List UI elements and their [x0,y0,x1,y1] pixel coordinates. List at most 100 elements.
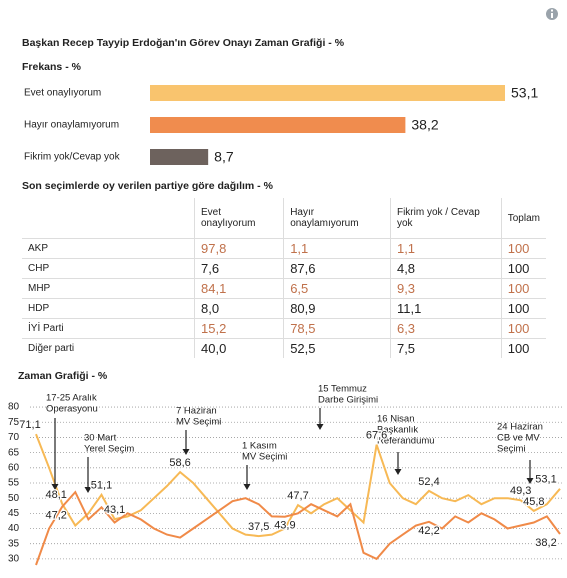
annotation-text: MV Seçimi [176,417,221,428]
y-tick-label: 60 [8,462,20,473]
annotation-arrowhead [394,469,402,475]
data-label: 37,5 [248,521,269,533]
annotation-text: MV Seçimi [242,452,287,463]
table-cell: 100 [500,298,546,319]
annotation-text: Başkanlık [377,425,418,436]
column-header: Evet onaylıyorum [193,198,284,239]
data-label: 47,7 [287,490,308,502]
page-title: Başkan Recep Tayyip Erdoğan'ın Görev Ona… [22,37,345,49]
y-tick-label: 55 [8,478,20,489]
table-title: Son seçimlerde oy verilen partiye göre d… [22,180,274,192]
header-row: Evet onaylıyorum Hayır onaylamıyorum Fikri… [22,198,546,239]
row-label: İYİ Parti [22,318,195,339]
data-label: 53,1 [535,474,556,486]
row-label: HDP [22,298,195,319]
corner-cell [22,198,195,239]
table-cell: 78,5 [283,318,391,339]
data-label: 51,1 [91,480,112,492]
series-line [35,490,561,566]
table-cell: 9,3 [389,278,502,299]
annotation-text: 17-25 Aralık [46,393,97,404]
row-label: Diğer parti [22,338,195,358]
table-row: CHP 7,6 87,6 4,8 100 [22,258,546,279]
data-label: 42,2 [418,525,439,537]
annotation-text: 30 Mart [84,433,117,444]
data-label: 45,8 [523,496,544,508]
data-label: 47,2 [45,510,66,522]
data-label: 49,3 [510,485,531,497]
table-cell: 80,9 [283,298,391,319]
table-cell: 15,2 [193,318,284,339]
data-label: 71,1 [19,419,40,431]
annotation-text: CB ve MV [497,433,540,444]
annotation-arrowhead [182,449,190,455]
bar [150,85,505,101]
table-cell: 4,8 [389,258,502,279]
table-cell: 6,5 [283,278,391,299]
annotation-text: 16 Nisan [377,414,415,425]
annotation-text: Operasyonu [46,404,98,415]
column-header: Toplam [500,198,546,239]
annotation-text: Yerel Seçim [84,444,134,455]
table-cell: 84,1 [193,278,284,299]
table-cell: 1,1 [283,238,391,259]
y-tick-label: 65 [8,447,20,458]
bar-label: Evet onaylıyorum [24,88,101,99]
annotation-arrowhead [243,484,251,490]
table-cell: 100 [500,278,546,299]
info-icon [546,8,558,20]
annotation-text: 1 Kasım [242,441,277,452]
bar-value-label: 8,7 [214,149,234,165]
bar-value-label: 53,1 [511,85,538,101]
bar-label: Fikrim yok/Cevap yok [24,152,121,163]
row-label: CHP [22,258,195,279]
data-label: 43,9 [274,520,295,532]
annotation-text: Seçimi [497,444,526,455]
annotation-text: 7 Haziran [176,406,217,417]
data-label: 48,1 [45,489,66,501]
data-label: 38,2 [535,537,556,549]
data-label: 43,1 [104,504,125,516]
table-cell: 52,5 [283,338,391,358]
annotation-text: Referandumu [377,436,435,447]
column-header: Fikrim yok / Cevap yok [389,198,502,239]
table-row: MHP 84,1 6,5 9,3 100 [22,278,546,299]
data-label: 52,4 [418,476,439,488]
annotation-arrowhead [84,487,92,493]
annotation-text: 24 Haziran [497,422,543,433]
table-cell: 6,3 [389,318,502,339]
table-row: İYİ Parti 15,2 78,5 6,3 100 [22,318,546,339]
table-row: Diğer parti 40,0 52,5 7,5 100 [22,338,546,358]
annotation-text: 15 Temmuz [318,384,367,395]
bar-chart-title: Frekans - % [22,61,82,73]
y-tick-label: 50 [8,493,20,504]
party-table: Evet onaylıyorum Hayır onaylamıyorum Fikri… [22,198,546,358]
bar [150,149,209,165]
bar-label: Hayır onaylamıyorum [24,120,119,131]
line-chart-title: Zaman Grafiği - % [18,370,108,382]
table-cell: 87,6 [283,258,391,279]
annotation-arrowhead [316,424,324,430]
table-cell: 97,8 [193,238,284,259]
table-row: HDP 8,0 80,9 11,1 100 [22,298,546,319]
y-tick-label: 75 [8,417,20,428]
bar [150,117,406,133]
table-cell: 7,6 [193,258,284,279]
y-tick-label: 70 [8,432,20,443]
y-tick-label: 40 [8,523,20,534]
table-cell: 100 [500,338,546,358]
table-cell: 7,5 [389,338,502,358]
table-cell: 8,0 [193,298,284,319]
bar-value-label: 38,2 [411,117,438,133]
annotation-arrowhead [51,484,59,490]
table-row: AKP 97,8 1,1 1,1 100 [22,238,546,259]
y-tick-label: 30 [8,554,20,565]
